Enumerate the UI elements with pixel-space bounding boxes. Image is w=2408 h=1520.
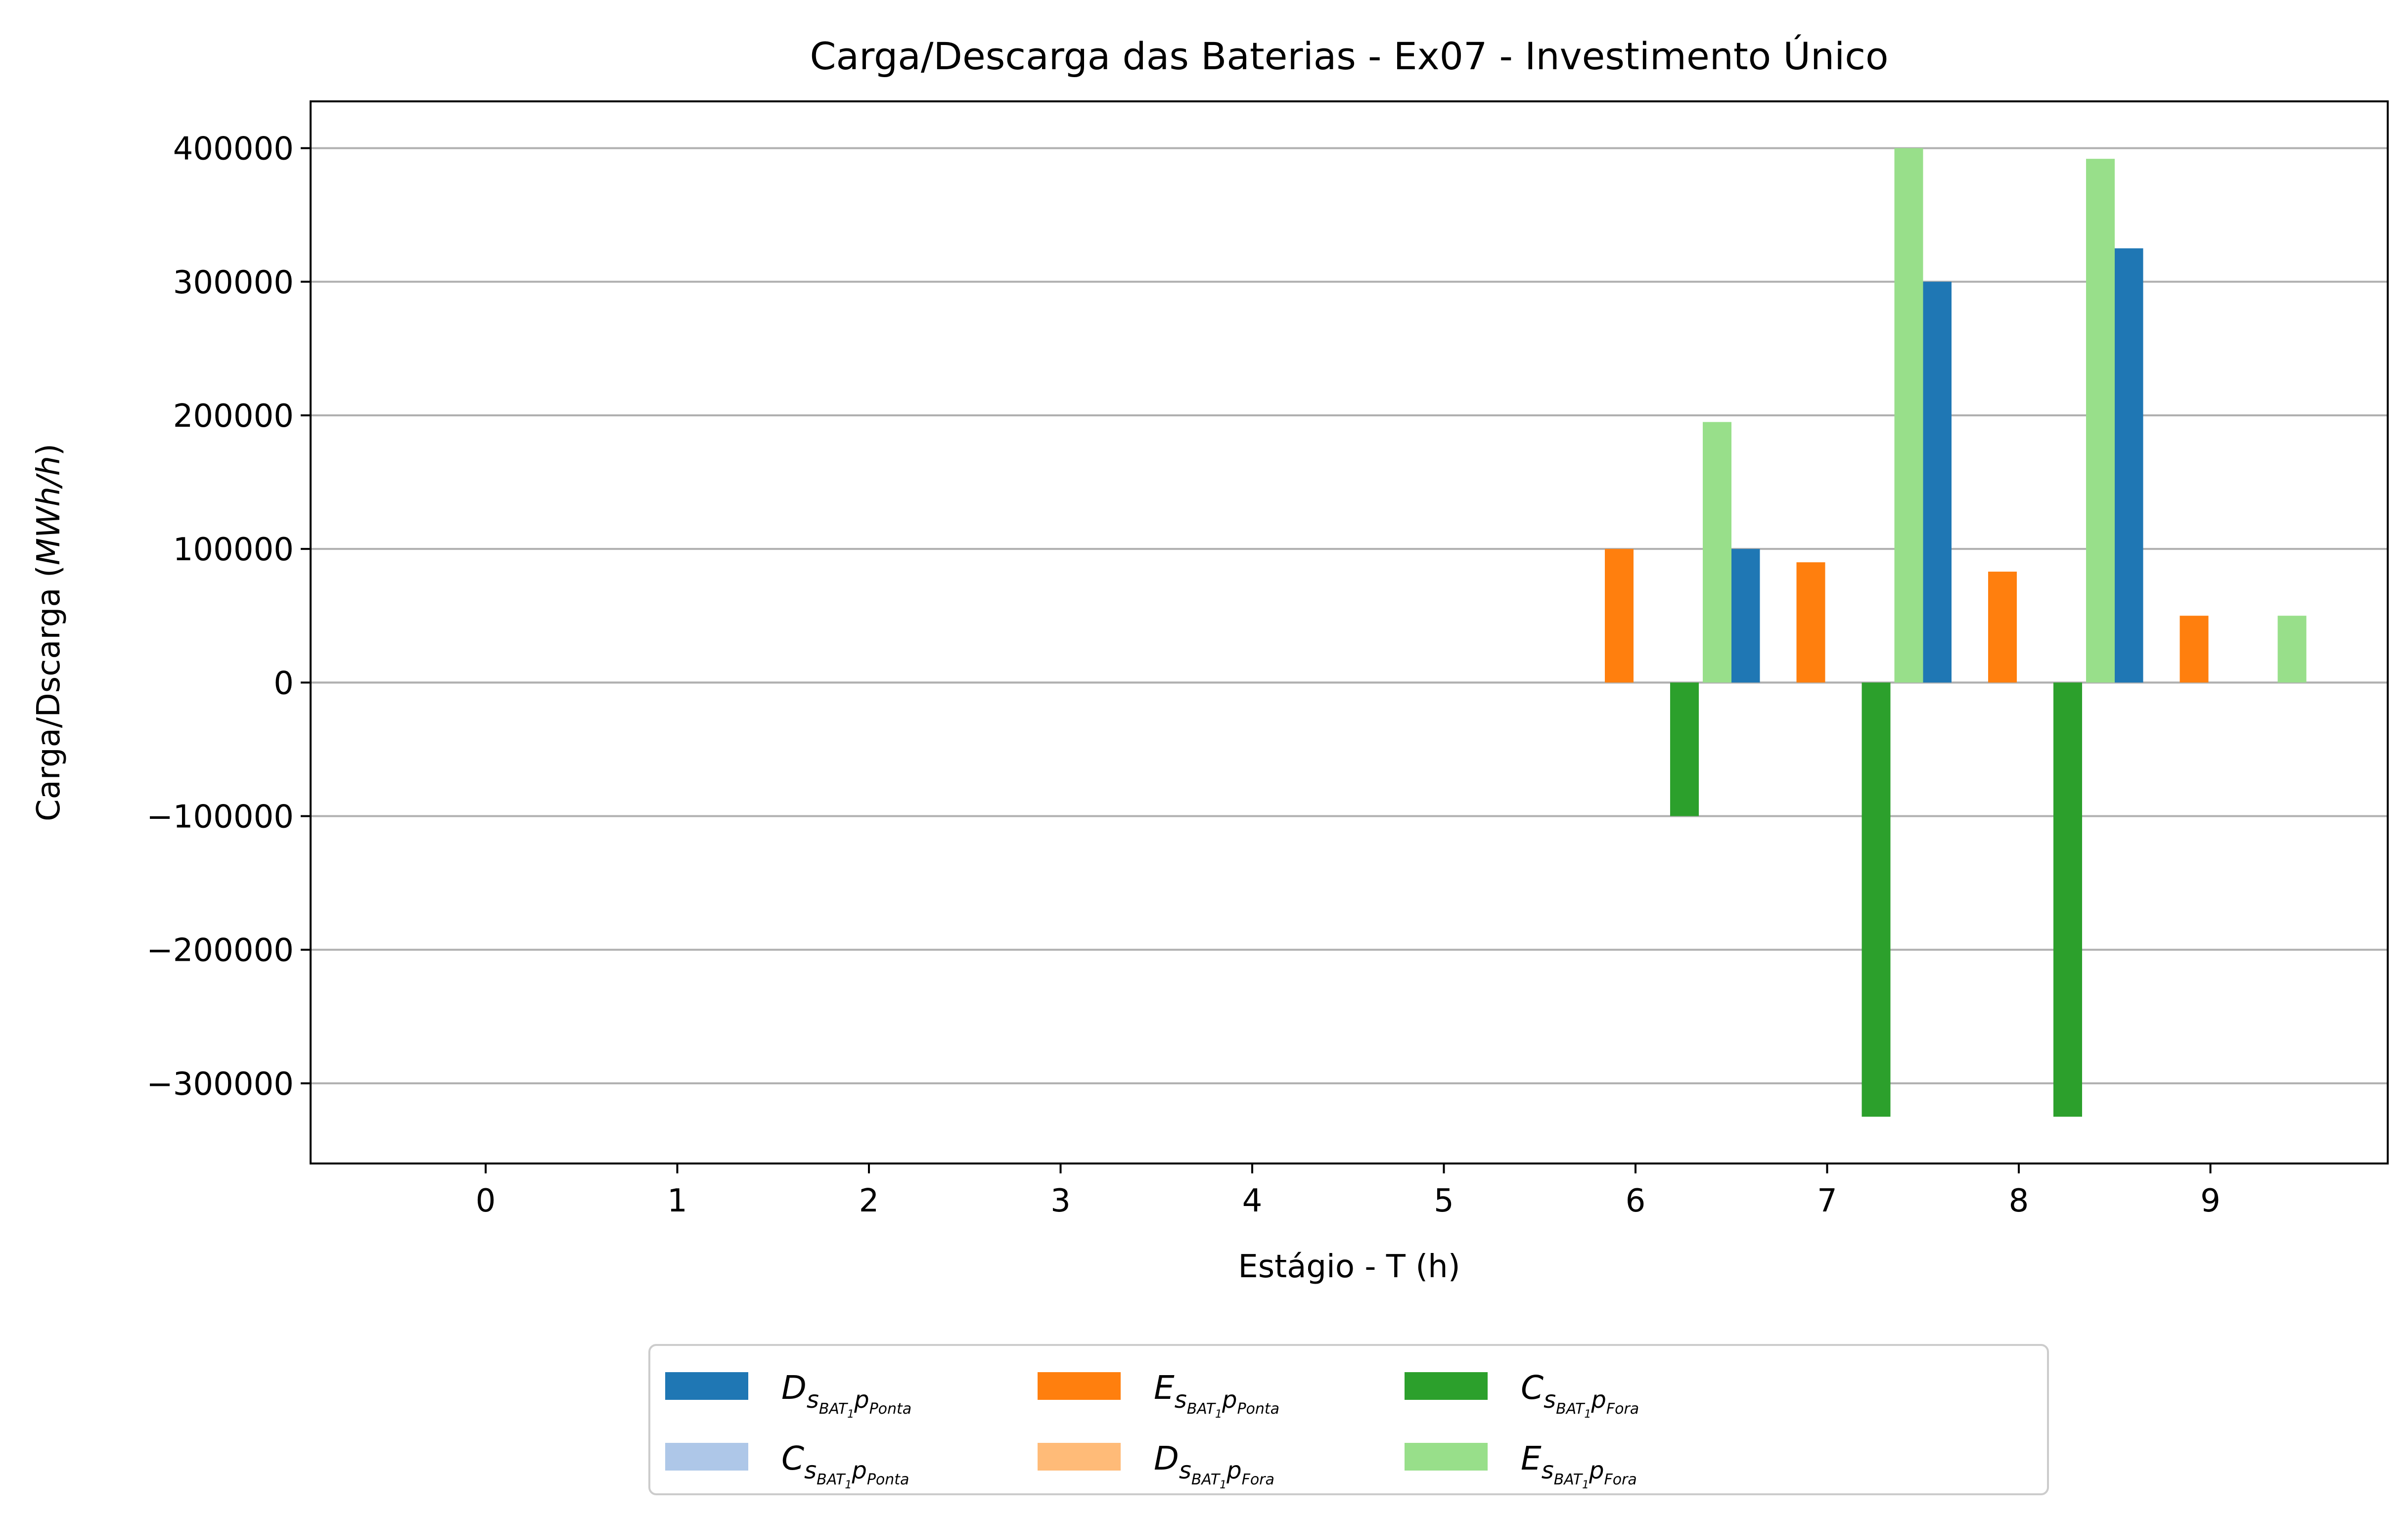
x-tick-label: 9: [2200, 1183, 2221, 1219]
y-tick-label: 0: [273, 665, 294, 702]
y-axis-label-unit: MWh/h: [31, 456, 67, 565]
y-axis: −300000 −200000 −100000 0 100000 200000 300000…: [146, 131, 311, 1103]
legend-items: DsBAT1pPonta CsBAT1pPonta EsBAT1pPonta DsBA…: [665, 1369, 1639, 1491]
bar: [1670, 682, 1699, 816]
legend-label: DsBAT1pPonta: [781, 1369, 911, 1421]
y-tick-label: 100000: [173, 532, 294, 568]
legend-entry: DsBAT1pFora: [1038, 1439, 1274, 1491]
y-axis-label-suffix: ): [31, 444, 67, 456]
bar: [1796, 562, 1825, 683]
bar: [1988, 572, 2017, 683]
legend-label: EsBAT1pPonta: [1154, 1369, 1279, 1421]
legend-entry: EsBAT1pPonta: [1038, 1369, 1279, 1421]
bar: [2114, 248, 2143, 683]
x-tick-label: 4: [1242, 1183, 1263, 1219]
bar: [2277, 616, 2307, 683]
legend-swatch: [665, 1443, 748, 1471]
legend-label: CsBAT1pPonta: [781, 1439, 909, 1491]
legend-entry: EsBAT1pFora: [1405, 1439, 1637, 1491]
legend-box: [648, 1344, 2049, 1495]
bar: [1731, 549, 1760, 683]
legend-entry: CsBAT1pFora: [1405, 1369, 1639, 1421]
x-axis: 0 1 2 3 4 5 6 7 8 9: [476, 1163, 2221, 1219]
bar: [1703, 422, 1731, 683]
y-tick-label: 200000: [173, 398, 294, 435]
x-tick-label: 1: [667, 1183, 687, 1219]
legend-label: CsBAT1pFora: [1521, 1369, 1639, 1421]
bar: [1894, 148, 1923, 683]
legend-label: DsBAT1pFora: [1154, 1439, 1274, 1491]
bar: [1923, 281, 1952, 683]
legend-swatch: [1038, 1372, 1121, 1400]
x-tick-label: 2: [859, 1183, 879, 1219]
x-tick-label: 5: [1434, 1183, 1454, 1219]
legend-entry: CsBAT1pPonta: [665, 1439, 909, 1491]
y-tick-label: 400000: [173, 131, 294, 168]
x-tick-label: 8: [2009, 1183, 2029, 1219]
legend-swatch: [665, 1372, 748, 1400]
bar: [1862, 682, 1891, 1117]
bar: [1605, 549, 1634, 683]
y-tick-label: 300000: [173, 265, 294, 301]
x-axis-label: Estágio - T (h): [1238, 1249, 1460, 1285]
x-tick-label: 3: [1050, 1183, 1071, 1219]
legend-swatch: [1038, 1443, 1121, 1471]
legend-swatch: [1405, 1443, 1488, 1471]
x-tick-label: 6: [1626, 1183, 1646, 1219]
legend: DsBAT1pPonta CsBAT1pPonta EsBAT1pPonta DsBA…: [648, 1344, 2049, 1495]
bar: [2053, 682, 2082, 1117]
y-tick-label: −300000: [146, 1066, 294, 1103]
bars: [1605, 148, 2307, 1117]
bar: [2180, 616, 2209, 683]
y-axis-label-prefix: Carga/Dscarga (: [31, 565, 67, 821]
legend-label: EsBAT1pFora: [1521, 1439, 1637, 1491]
legend-swatch: [1405, 1372, 1488, 1400]
y-tick-label: −200000: [146, 933, 294, 969]
x-tick-label: 0: [476, 1183, 496, 1219]
plot-frame: [310, 100, 2389, 1164]
bar: [2086, 159, 2115, 683]
legend-entry: DsBAT1pPonta: [665, 1369, 911, 1421]
chart-title: Carga/Descarga das Baterias - Ex07 - Inv…: [810, 34, 1888, 78]
x-tick-label: 7: [1817, 1183, 1837, 1219]
y-axis-label: Carga/Dscarga (MWh/h): [31, 444, 67, 821]
y-tick-label: −100000: [146, 799, 294, 836]
